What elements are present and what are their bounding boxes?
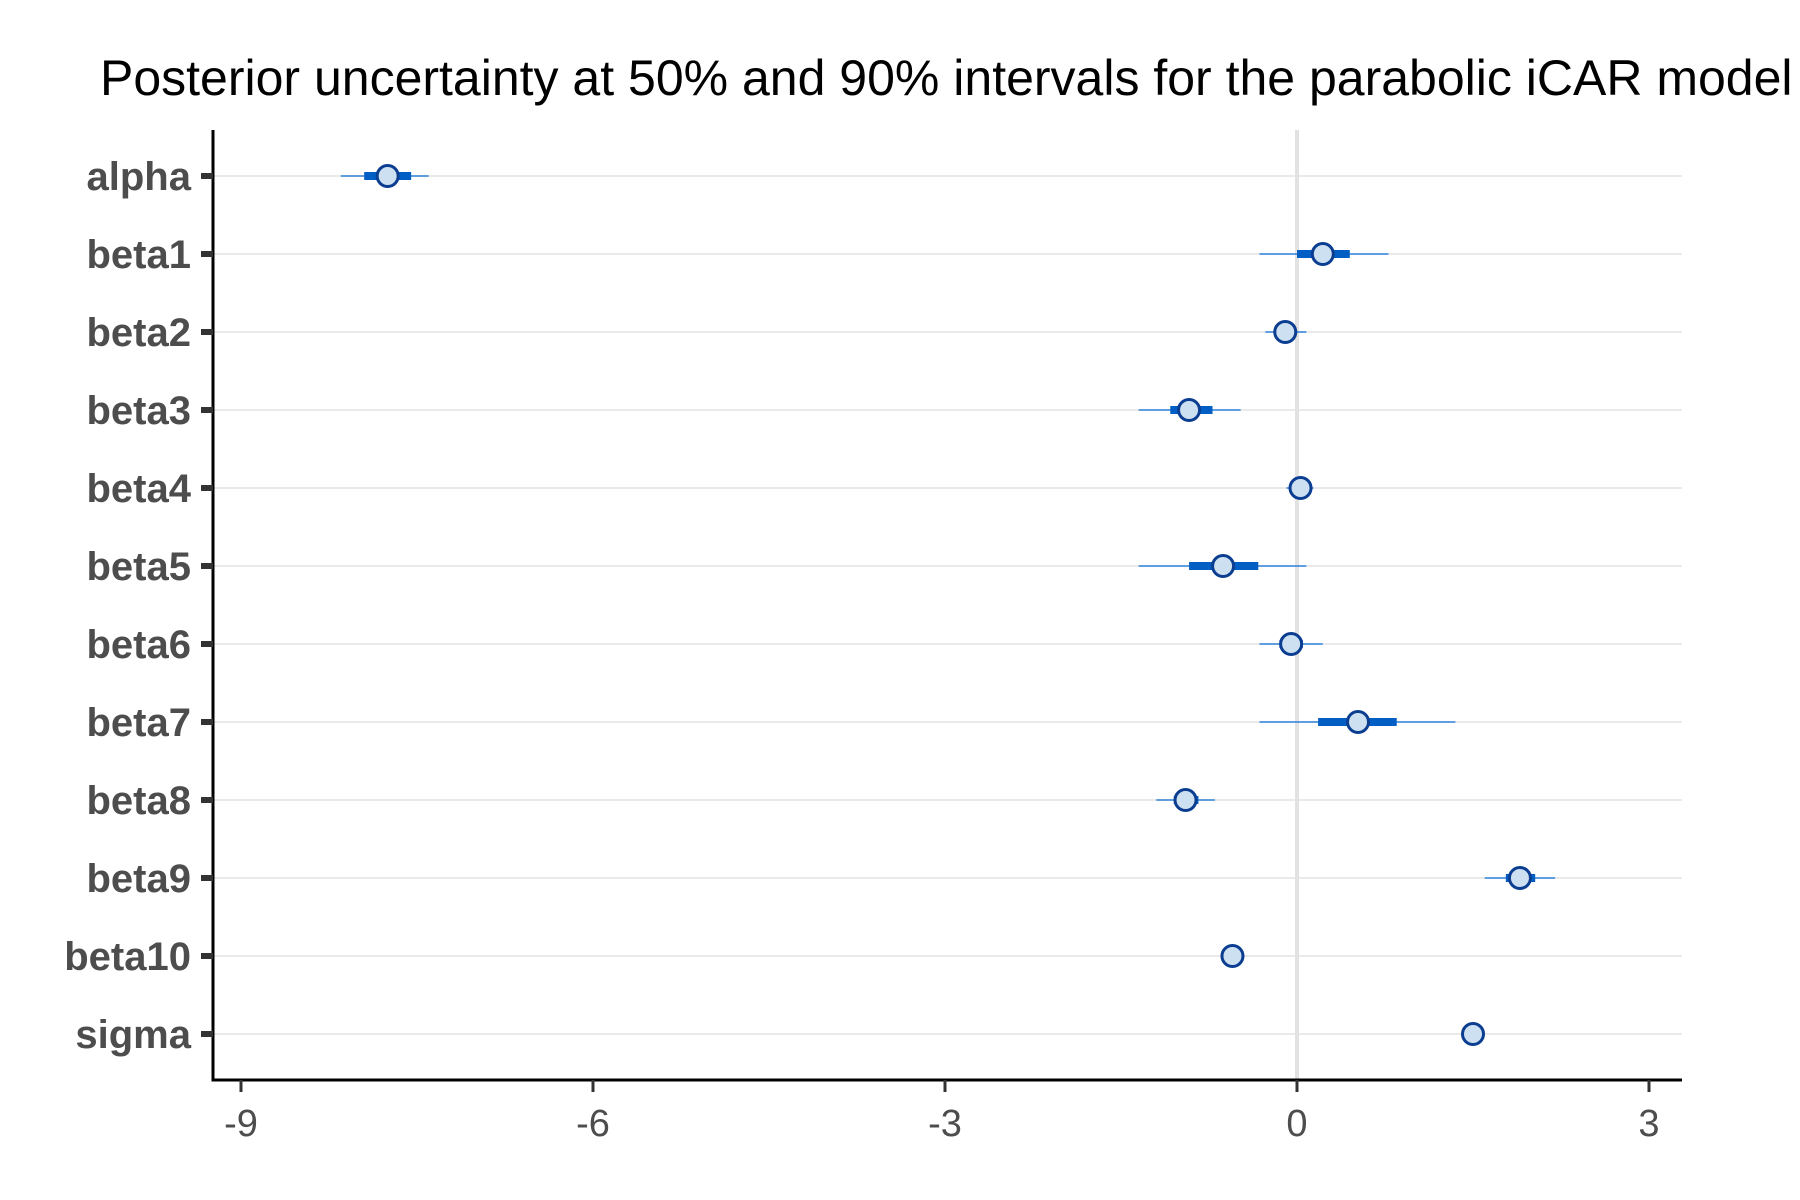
axes xyxy=(211,130,1682,1082)
y-label-beta5: beta5 xyxy=(87,545,192,589)
point-median-beta4 xyxy=(1288,476,1313,500)
y-label-sigma: sigma xyxy=(75,1013,191,1057)
point-median-beta6 xyxy=(1279,632,1304,656)
y-label-beta7: beta7 xyxy=(87,701,192,745)
gridlines xyxy=(213,175,1682,1035)
point-median-beta8 xyxy=(1173,788,1198,812)
x-label--6: -6 xyxy=(576,1103,610,1145)
point-median-beta1 xyxy=(1310,242,1335,266)
chart-title: Posterior uncertainty at 50% and 90% int… xyxy=(100,50,1793,106)
y-label-beta8: beta8 xyxy=(87,779,192,823)
x-axis-labels: -9 -6 -3 0 3 xyxy=(224,1080,1660,1145)
point-median-beta3 xyxy=(1177,398,1202,422)
y-label-beta10: beta10 xyxy=(64,935,191,979)
y-label-beta1: beta1 xyxy=(87,233,192,277)
y-axis-labels: alpha beta1 beta2 beta3 beta4 beta5 beta6 beta7… xyxy=(64,155,213,1057)
point-median-sigma xyxy=(1461,1022,1485,1046)
point-median-beta10 xyxy=(1220,944,1245,968)
y-label-beta6: beta6 xyxy=(87,623,192,667)
y-label-beta4: beta4 xyxy=(87,467,192,511)
point-median-beta2 xyxy=(1273,320,1298,344)
point-median-beta7 xyxy=(1346,710,1371,734)
point-median-alpha xyxy=(375,164,400,188)
x-label--3: -3 xyxy=(928,1103,962,1145)
y-label-beta2: beta2 xyxy=(87,311,192,355)
x-label-0: 0 xyxy=(1286,1103,1307,1145)
x-label-3: 3 xyxy=(1638,1103,1659,1145)
x-label--9: -9 xyxy=(224,1103,258,1145)
y-label-alpha: alpha xyxy=(87,155,192,199)
y-label-beta3: beta3 xyxy=(87,389,192,433)
y-label-beta9: beta9 xyxy=(87,857,192,901)
interval-marks xyxy=(340,164,1556,1046)
point-median-beta9 xyxy=(1507,866,1532,890)
point-median-beta5 xyxy=(1211,554,1236,578)
